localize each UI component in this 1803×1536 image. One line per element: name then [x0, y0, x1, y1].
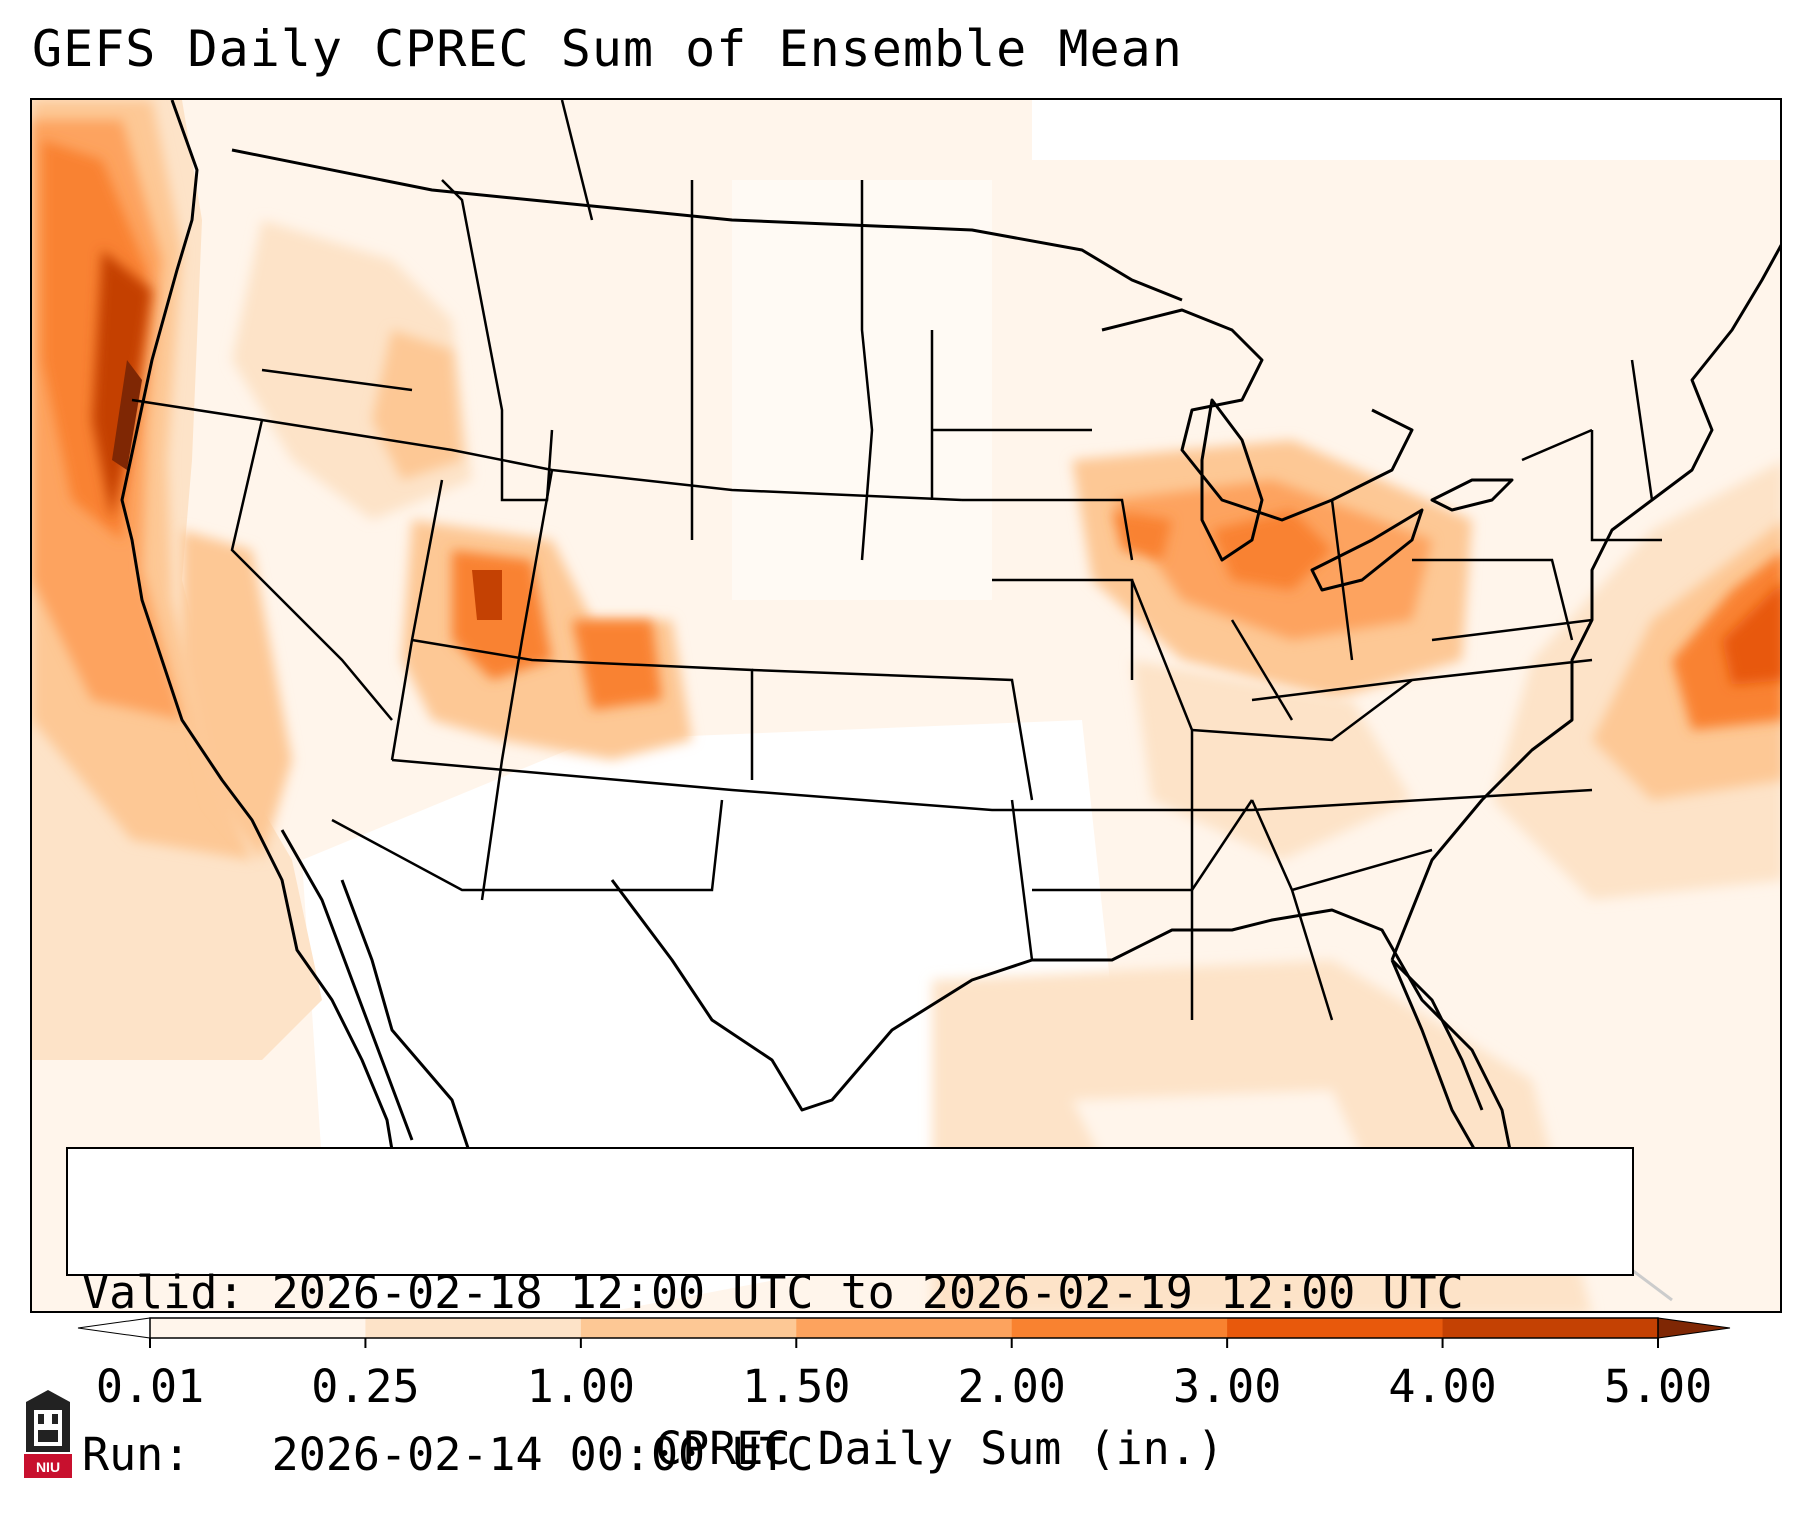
run-time-text: Run: 2026-02-14 00:00 UTC — [82, 1428, 814, 1481]
coastlines — [120, 100, 1780, 1302]
niu-logo: NIU — [24, 1390, 72, 1478]
colorbar-over-arrow — [1657, 1317, 1731, 1339]
precipitation-map — [30, 98, 1782, 1313]
colorbar-segment — [1227, 1318, 1444, 1338]
colorbar-tick-label: 1.50 — [742, 1360, 851, 1413]
colorbar-tick-label: 2.00 — [957, 1360, 1066, 1413]
valid-time-text: Valid: 2026-02-18 12:00 UTC to 2026-02-1… — [82, 1266, 1464, 1319]
colorbar-tick-label: 4.00 — [1388, 1360, 1497, 1413]
colorbar — [77, 1317, 1731, 1348]
map-canvas — [32, 100, 1780, 1311]
colorbar-segment — [1011, 1318, 1228, 1338]
colorbar-tick-label: 0.01 — [95, 1360, 205, 1413]
validity-info-box: Valid: 2026-02-18 12:00 UTC to 2026-02-1… — [66, 1147, 1634, 1481]
state-borders — [131, 100, 1662, 1021]
colorbar-segment — [796, 1318, 1013, 1338]
colorbar-segment — [1442, 1318, 1659, 1338]
colorbar-segment — [150, 1318, 366, 1338]
colorbar-tick-label: 5.00 — [1603, 1360, 1713, 1413]
colorbar-segment — [365, 1318, 582, 1338]
map-title: GEFS Daily CPREC Sum of Ensemble Mean — [32, 20, 1183, 78]
precip-field — [32, 100, 1780, 1311]
colorbar-tick-label: 1.00 — [526, 1360, 636, 1413]
colorbar-segment — [580, 1318, 797, 1338]
colorbar-tick-label: 0.25 — [311, 1360, 420, 1413]
niu-logo-text: NIU — [36, 1459, 60, 1475]
colorbar-label: CPREC Daily Sum (in.) — [655, 1422, 1224, 1475]
colorbar-under-arrow — [77, 1317, 151, 1339]
colorbar-tick-label: 3.00 — [1172, 1360, 1282, 1413]
